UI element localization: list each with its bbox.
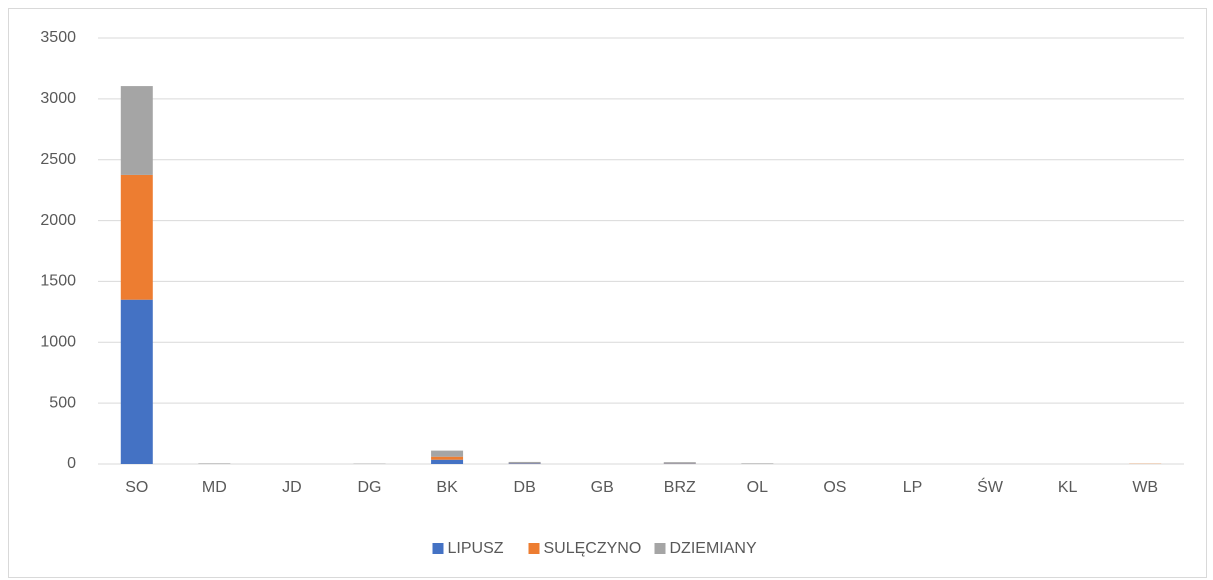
legend-label: SULĘCZYNO [544,540,642,557]
x-tick-label: SO [125,479,148,496]
x-tick-label: DG [358,479,382,496]
x-tick-label: GB [591,479,614,496]
bar-segment [741,463,774,464]
bar-segment [663,462,696,464]
x-tick-label: JD [282,479,302,496]
x-tick-label: OS [823,479,846,496]
y-tick-label: 2000 [40,212,76,229]
y-tick-label: 3000 [40,90,76,107]
x-tick-label: DB [514,479,536,496]
y-tick-label: 1000 [40,334,76,351]
x-tick-label: BK [436,479,458,496]
chart-frame [8,8,1207,578]
x-tick-label: BRZ [664,479,696,496]
x-tick-label: LP [903,479,923,496]
bar-segment [198,463,231,464]
y-tick-label: 3500 [40,29,76,46]
y-tick-label: 1500 [40,273,76,290]
x-tick-label: WB [1132,479,1158,496]
bar-segment [431,450,464,457]
bar-segment [120,86,153,175]
bar-segment [431,456,464,460]
bar-segment [120,174,153,300]
bar-segment [508,461,541,464]
y-tick-label: 500 [49,394,76,411]
bar-segment [508,463,541,464]
legend-label: DZIEMIANY [670,540,757,557]
x-tick-label: KL [1058,479,1078,496]
y-tick-label: 0 [67,455,76,472]
legend-swatch [528,543,540,554]
bar-segment [431,459,464,464]
legend-label: LIPUSZ [448,540,504,557]
bar-segment [120,299,153,464]
legend-swatch [654,543,666,554]
x-tick-label: OL [747,479,768,496]
x-tick-label: ŚW [977,477,1004,496]
legend-swatch [432,543,444,554]
y-tick-label: 2500 [40,151,76,168]
x-tick-label: MD [202,479,227,496]
